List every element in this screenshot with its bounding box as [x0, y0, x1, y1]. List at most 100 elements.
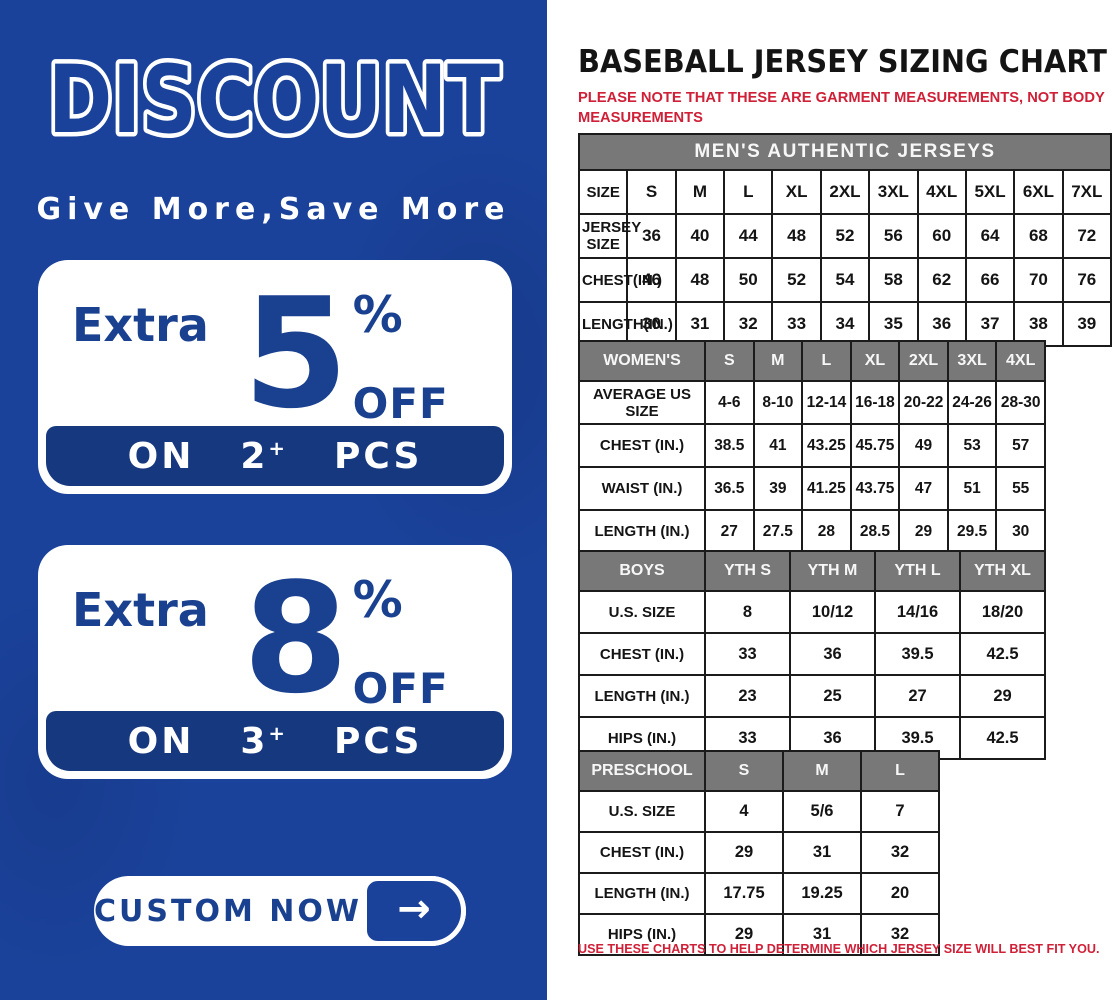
table-row: CHEST (IN.) 38.5 41 43.25 45.75 49 53 57: [578, 423, 1046, 468]
pcs-label: PCS: [333, 720, 423, 762]
table-cell: 23: [704, 674, 791, 718]
column-header: YTH L: [874, 550, 961, 592]
custom-now-label: CUSTOM NOW: [94, 893, 362, 929]
table-cell: 32: [723, 301, 774, 347]
table-cell: L: [723, 169, 774, 215]
offer-top: Extra 8 % OFF: [38, 545, 512, 715]
table-cell: 28.5: [849, 509, 901, 554]
table-cell: 52: [771, 257, 822, 303]
table-cell: 76: [1061, 257, 1113, 303]
table-cell: 50: [723, 257, 774, 303]
arrow-right-icon: →: [397, 886, 431, 932]
promo-panel: DISCOUNT Give More,Save More Extra 5 % O…: [0, 0, 547, 1000]
column-header: XL: [849, 340, 901, 382]
table-cell: 42.5: [959, 632, 1046, 676]
offer-condition-band: ON 2+ PCS: [46, 426, 504, 486]
table-cell: 36.5: [704, 466, 755, 511]
table-row: CHEST (IN.) 33 36 39.5 42.5: [578, 632, 1046, 676]
table-title-cell: PRESCHOOL: [578, 750, 706, 792]
table-cell: 51: [946, 466, 998, 511]
table-cell: 14/16: [874, 590, 961, 634]
percent-sign: %: [352, 571, 403, 629]
column-header: L: [860, 750, 940, 792]
column-header: S: [704, 750, 784, 792]
garment-measurement-note: PLEASE NOTE THAT THESE ARE GARMENT MEASU…: [578, 89, 1105, 126]
table-cell: 48: [771, 213, 822, 259]
table-cell: 8: [704, 590, 791, 634]
table-cell: 31: [782, 831, 862, 874]
row-label: WAIST (IN.): [578, 466, 706, 511]
off-label: OFF: [352, 664, 449, 713]
table-cell: 41.25: [801, 466, 852, 511]
table-cell: 33: [704, 632, 791, 676]
extra-label: Extra: [72, 298, 209, 352]
column-header: YTH M: [789, 550, 876, 592]
table-cell: 25: [789, 674, 876, 718]
column-header: L: [801, 340, 852, 382]
table-cell: 36: [789, 632, 876, 676]
arrow-button-segment: →: [361, 876, 466, 946]
row-label: SIZE: [577, 169, 629, 215]
table-cell: 29.5: [946, 509, 998, 554]
discount-text: DISCOUNT: [48, 46, 500, 155]
table-cell: 34: [819, 301, 871, 347]
column-header: 4XL: [995, 340, 1046, 382]
discount-outline-text: DISCOUNT: [44, 42, 505, 160]
row-label: LENGTH (IN.): [578, 674, 706, 718]
table-cell: 18/20: [959, 590, 1046, 634]
percent-off-column: % OFF: [353, 284, 449, 428]
discount-value-group: 8 % OFF: [243, 563, 449, 715]
table-row: LENGTH (IN.) 17.75 19.25 20: [578, 872, 940, 915]
column-header: YTH XL: [959, 550, 1046, 592]
table-cell: 37: [964, 301, 1016, 347]
size-table: PRESCHOOL S M L U.S. SIZE 4 5/6 7 CHEST (IN.) 29 3…: [578, 750, 940, 956]
table-cell: 4XL: [916, 169, 967, 215]
quantity-label: 3+: [240, 721, 288, 762]
table-cell: XL: [771, 169, 822, 215]
table-row: LENGTH(IN.) 30 31 32 33 34 35 36 37 38 39: [577, 301, 1113, 347]
row-label: CHEST (IN.): [578, 423, 706, 468]
table-cell: 12-14: [801, 380, 852, 425]
row-label: JERSEY SIZE: [577, 213, 641, 259]
table-cell: 29: [959, 674, 1046, 718]
discount-headline: DISCOUNT: [38, 32, 510, 162]
custom-now-button[interactable]: CUSTOM NOW →: [94, 876, 466, 946]
table-row: JERSEY SIZE 36 40 44 48 52 56 60 64 68 72: [577, 213, 1113, 259]
table-cell: 36: [626, 213, 677, 259]
table-cell: 60: [916, 213, 967, 259]
table-banner: MEN'S AUTHENTIC JERSEYS: [578, 133, 1112, 171]
table-cell: 30: [626, 301, 677, 347]
table-cell: 16-18: [849, 380, 901, 425]
table-cell: 10/12: [789, 590, 876, 634]
table-row: LENGTH (IN.) 27 27.5 28 28.5 29 29.5 30: [578, 509, 1046, 554]
offer-card-5-percent: Extra 5 % OFF ON 2+ PCS: [38, 260, 512, 494]
quantity-value: 2: [240, 435, 269, 477]
quantity-label: 2+: [240, 436, 288, 477]
table-cell: 20: [860, 872, 940, 915]
boys-sizing-table: BOYS YTH S YTH M YTH L YTH XL U.S. SIZE 8 10/12…: [578, 550, 1046, 760]
page-title: BASEBALL JERSEY SIZING CHART: [578, 44, 1107, 80]
table-cell: 49: [898, 423, 949, 468]
table-cell: 4-6: [704, 380, 755, 425]
table-cell: M: [674, 169, 726, 215]
table-cell: S: [626, 169, 677, 215]
table-cell: 28: [801, 509, 852, 554]
table-cell: 56: [868, 213, 919, 259]
table-cell: 27: [704, 509, 755, 554]
percent-sign: %: [352, 286, 403, 344]
table-cell: 64: [964, 213, 1016, 259]
table-cell: 48: [674, 257, 726, 303]
table-row: SIZE S M L XL 2XL 3XL 4XL 5XL 6XL 7XL: [577, 169, 1113, 215]
table-cell: 8-10: [752, 380, 804, 425]
table-cell: 35: [868, 301, 919, 347]
table-cell: 38.5: [704, 423, 755, 468]
row-label: CHEST(IN.): [577, 257, 662, 303]
table-row: WAIST (IN.) 36.5 39 41.25 43.75 47 51 55: [578, 466, 1046, 511]
table-cell: 17.75: [704, 872, 784, 915]
on-label: ON: [127, 720, 195, 762]
table-cell: 5/6: [782, 790, 862, 833]
offer-top: Extra 5 % OFF: [38, 260, 512, 430]
table-cell: 66: [964, 257, 1016, 303]
table-cell: 62: [916, 257, 967, 303]
